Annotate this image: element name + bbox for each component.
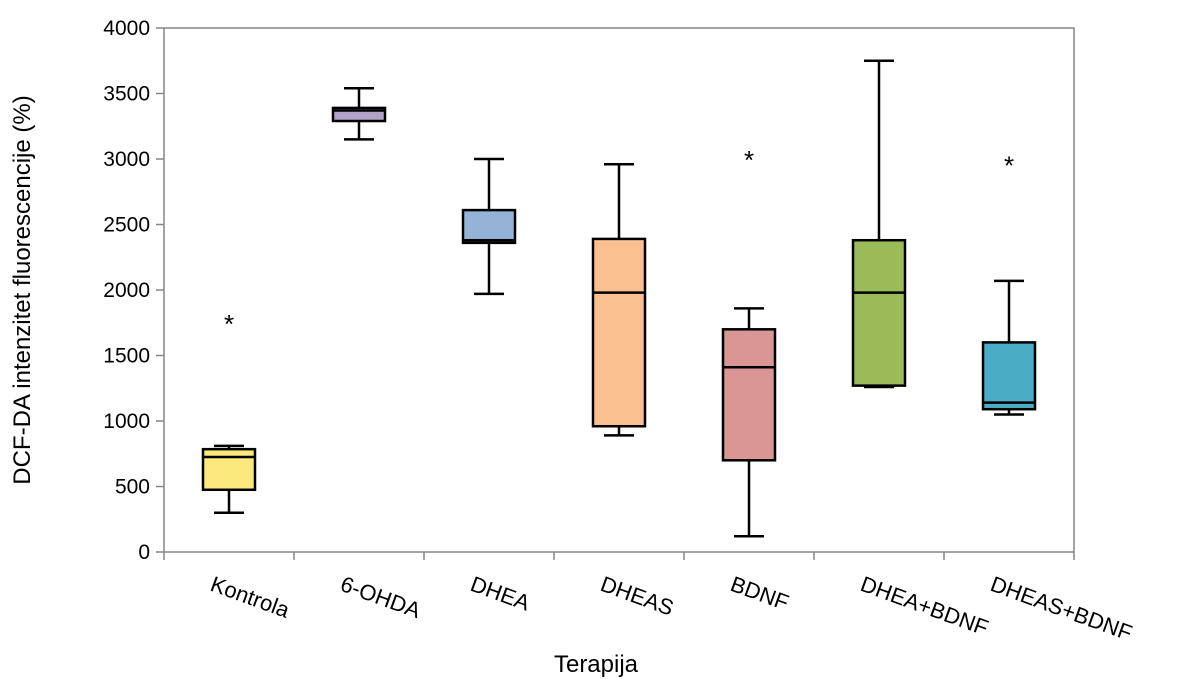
y-tick-label: 4000	[103, 17, 150, 40]
y-tick-label: 2500	[103, 214, 150, 237]
x-category-label: DHEAS+BDNF	[987, 571, 1135, 645]
x-category-label: 6-OHDA	[337, 571, 424, 623]
x-category-label: DHEA	[467, 571, 533, 616]
y-axis: 0 500 1000 1500 2000 2500 3000 3500 4000	[103, 17, 164, 564]
significance-markers: * * *	[224, 145, 1014, 339]
box-iqr	[201, 447, 257, 492]
y-tick-label: 1000	[103, 410, 150, 433]
box-dhea-bdnf	[851, 59, 907, 389]
y-tick-label: 1500	[103, 345, 150, 368]
y-tick-label: 2000	[103, 279, 150, 302]
box-iqr	[981, 341, 1037, 411]
x-category-label: DHEA+BDNF	[857, 571, 991, 640]
box-iqr	[721, 328, 777, 462]
box-series	[201, 59, 1037, 538]
box-kontrola	[201, 444, 257, 514]
box-6-ohda	[331, 87, 387, 141]
y-tick-label: 500	[115, 476, 150, 499]
box-dheas-bdnf	[981, 279, 1037, 416]
y-tick-label: 0	[138, 541, 150, 564]
x-axis: Kontrola 6-OHDA DHEA DHEAS BDNF DHEA+BDNFDHEA…	[163, 552, 1135, 646]
box-iqr	[461, 208, 517, 245]
y-axis-title: DCF-DA intenzitet fluorescencije (%)	[9, 95, 36, 484]
significance-asterisk: *	[744, 145, 754, 175]
box-dhea	[461, 157, 517, 296]
x-category-label: BDNF	[727, 571, 792, 615]
significance-asterisk: *	[1004, 150, 1014, 180]
x-axis-title: Terapija	[554, 651, 639, 678]
y-tick-label: 3000	[103, 148, 150, 171]
box-iqr	[851, 238, 907, 387]
x-category-label: Kontrola	[207, 571, 293, 623]
box-bdnf	[721, 307, 777, 538]
y-tick-label: 3500	[103, 83, 150, 106]
x-category-label: DHEAS	[597, 571, 677, 620]
box-iqr	[591, 237, 647, 428]
significance-asterisk: *	[224, 309, 234, 339]
box-dheas	[591, 162, 647, 437]
